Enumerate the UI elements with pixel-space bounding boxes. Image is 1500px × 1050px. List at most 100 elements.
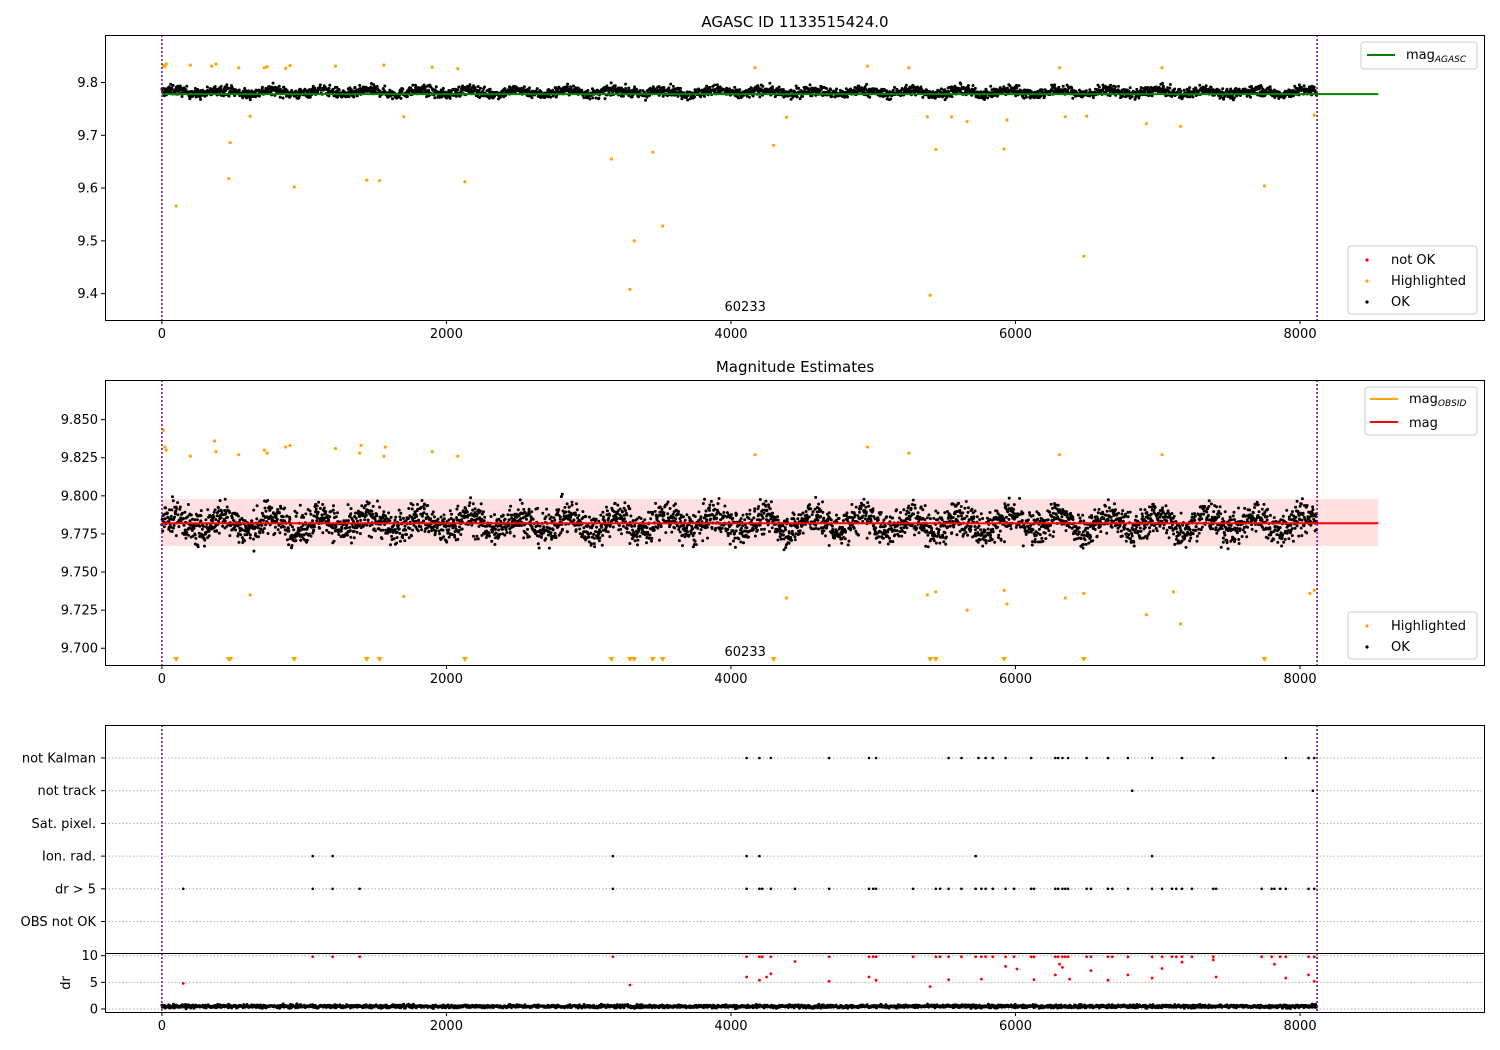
panel-1-highlighted-point — [928, 293, 932, 297]
legend-point-types: not OK Highlighted OK — [1347, 245, 1478, 315]
panel-2-ok-point — [288, 517, 292, 521]
panel-1-ok-point — [441, 89, 445, 93]
panel-2-ok-point — [482, 519, 486, 523]
panel-1-x-tick-label: 2000 — [430, 327, 463, 342]
panel-2-ok-point — [748, 508, 752, 512]
panel-1-ok-point — [1221, 87, 1225, 91]
panel-2-ok-point — [636, 538, 640, 542]
panel-2-ok-point — [370, 535, 373, 539]
panel-1-ok-point — [986, 96, 990, 100]
panel-1-ok-point — [1130, 95, 1134, 99]
panel-2-ok-point — [204, 518, 208, 522]
panel-2-ok-point — [320, 513, 324, 517]
panel-1-ok-point — [391, 97, 394, 101]
panel-2-ok-point — [203, 538, 207, 542]
panel-1-ok-point — [1194, 87, 1198, 90]
panel-2-ok-point — [234, 528, 238, 532]
panel-2-ok-point — [186, 503, 190, 506]
panel-2-ok-point — [493, 513, 496, 517]
panel-2-ok-point — [193, 533, 197, 537]
panel-2-ok-point — [652, 528, 656, 532]
panel-2-ok-point — [714, 526, 718, 530]
panel-2-ok-point — [451, 526, 455, 530]
panel-1-ok-point — [891, 88, 895, 92]
panel-2-ok-point — [346, 519, 350, 523]
panel-1-ok-point — [481, 89, 485, 93]
panel-2-ok-point — [455, 507, 459, 511]
panel-2-ok-point — [332, 539, 336, 543]
panel-1-ok-point — [1225, 87, 1229, 91]
panel-1-ok-point — [411, 83, 415, 87]
panel-1-ok-point — [1173, 87, 1177, 91]
panel-2-ok-point — [273, 525, 277, 529]
panel-2-ok-point — [255, 504, 259, 508]
panel-1-ok-point — [576, 86, 580, 90]
panel-2-ok-point — [456, 537, 460, 541]
panel-2-ok-point — [453, 535, 457, 539]
panel-2-ok-point — [170, 508, 174, 512]
panel-1-ok-point — [288, 94, 292, 98]
panel-2-ok-point — [276, 528, 280, 532]
panel-1-highlighted-point — [1085, 114, 1089, 118]
panel-2-ok-point — [287, 529, 291, 533]
panel-2-ok-point — [741, 513, 745, 517]
panel-1-highlighted-point — [214, 62, 218, 66]
panel-2-ok-point — [236, 534, 240, 538]
panel-1-ok-point — [747, 95, 751, 99]
panel-1-highlighted-point — [965, 119, 969, 124]
panel-2-ok-point — [770, 526, 774, 530]
panel-2-ok-point — [536, 506, 540, 510]
panel-2-ok-point — [318, 506, 322, 510]
panel-2-ok-point — [420, 499, 424, 502]
panel-2-ok-point — [705, 525, 709, 529]
panel-1-ok-point — [528, 86, 531, 90]
panel-2-ok-point — [616, 503, 620, 507]
panel-2-ok-point — [593, 545, 597, 549]
panel-1-ok-point — [352, 95, 356, 99]
panel-2-ok-point — [354, 516, 358, 520]
panel-1-ok-point — [349, 88, 353, 92]
panel-2-ok-point — [701, 502, 705, 505]
panel-2-ok-point — [748, 512, 752, 516]
panel-2-ok-point — [162, 525, 166, 529]
panel-1-ok-point — [893, 85, 896, 89]
panel-1-ok-point — [188, 97, 192, 101]
panel-1-ok-point — [703, 94, 706, 98]
panel-2-ok-point — [752, 516, 756, 520]
legend-mag-agasc: magAGASC — [1360, 41, 1478, 70]
panel-1-ok-point — [644, 98, 647, 102]
panel-1-ok-point — [245, 96, 249, 100]
panel-2-ok-point — [685, 513, 689, 517]
panel-2-ok-point — [457, 529, 461, 532]
panel-1-ok-point — [313, 86, 317, 90]
panel-2-ok-point — [390, 534, 394, 538]
legend-not-ok-marker — [1365, 258, 1369, 262]
panel-2-ok-point — [331, 508, 335, 512]
panel-2-ok-point — [220, 509, 223, 513]
panel-2-ok-point — [643, 518, 647, 522]
panel-2-ok-point — [393, 528, 397, 532]
panel-2-ok-point — [416, 502, 419, 506]
panel-2-ok-point — [667, 519, 671, 523]
panel-2-ok-point — [398, 531, 402, 535]
panel-1-ok-point — [1040, 88, 1044, 92]
panel-2-ok-point — [683, 518, 687, 522]
panel-1-highlighted-point — [164, 62, 168, 66]
panel-2-ok-point — [729, 531, 732, 535]
panel-2-ok-point — [544, 515, 548, 519]
panel-1-highlighted-point — [949, 115, 954, 119]
panel-1-ok-point — [921, 95, 925, 99]
panel-2-ok-point — [217, 519, 221, 523]
panel-2-ok-point — [767, 503, 770, 507]
panel-2-ok-point — [396, 524, 400, 528]
panel-2-ok-point — [407, 507, 411, 510]
panel-1-highlighted-point — [188, 63, 192, 67]
panel-2-ok-point — [262, 518, 265, 522]
panel-2-ok-point — [602, 515, 606, 519]
panel-1-ok-point — [248, 98, 252, 102]
panel-2-ok-point — [458, 511, 462, 515]
panel-1-highlighted-point — [262, 66, 266, 70]
panel-2-ok-point — [304, 512, 308, 516]
panel-2-ok-point — [507, 518, 511, 522]
panel-2-ok-point — [762, 527, 766, 531]
